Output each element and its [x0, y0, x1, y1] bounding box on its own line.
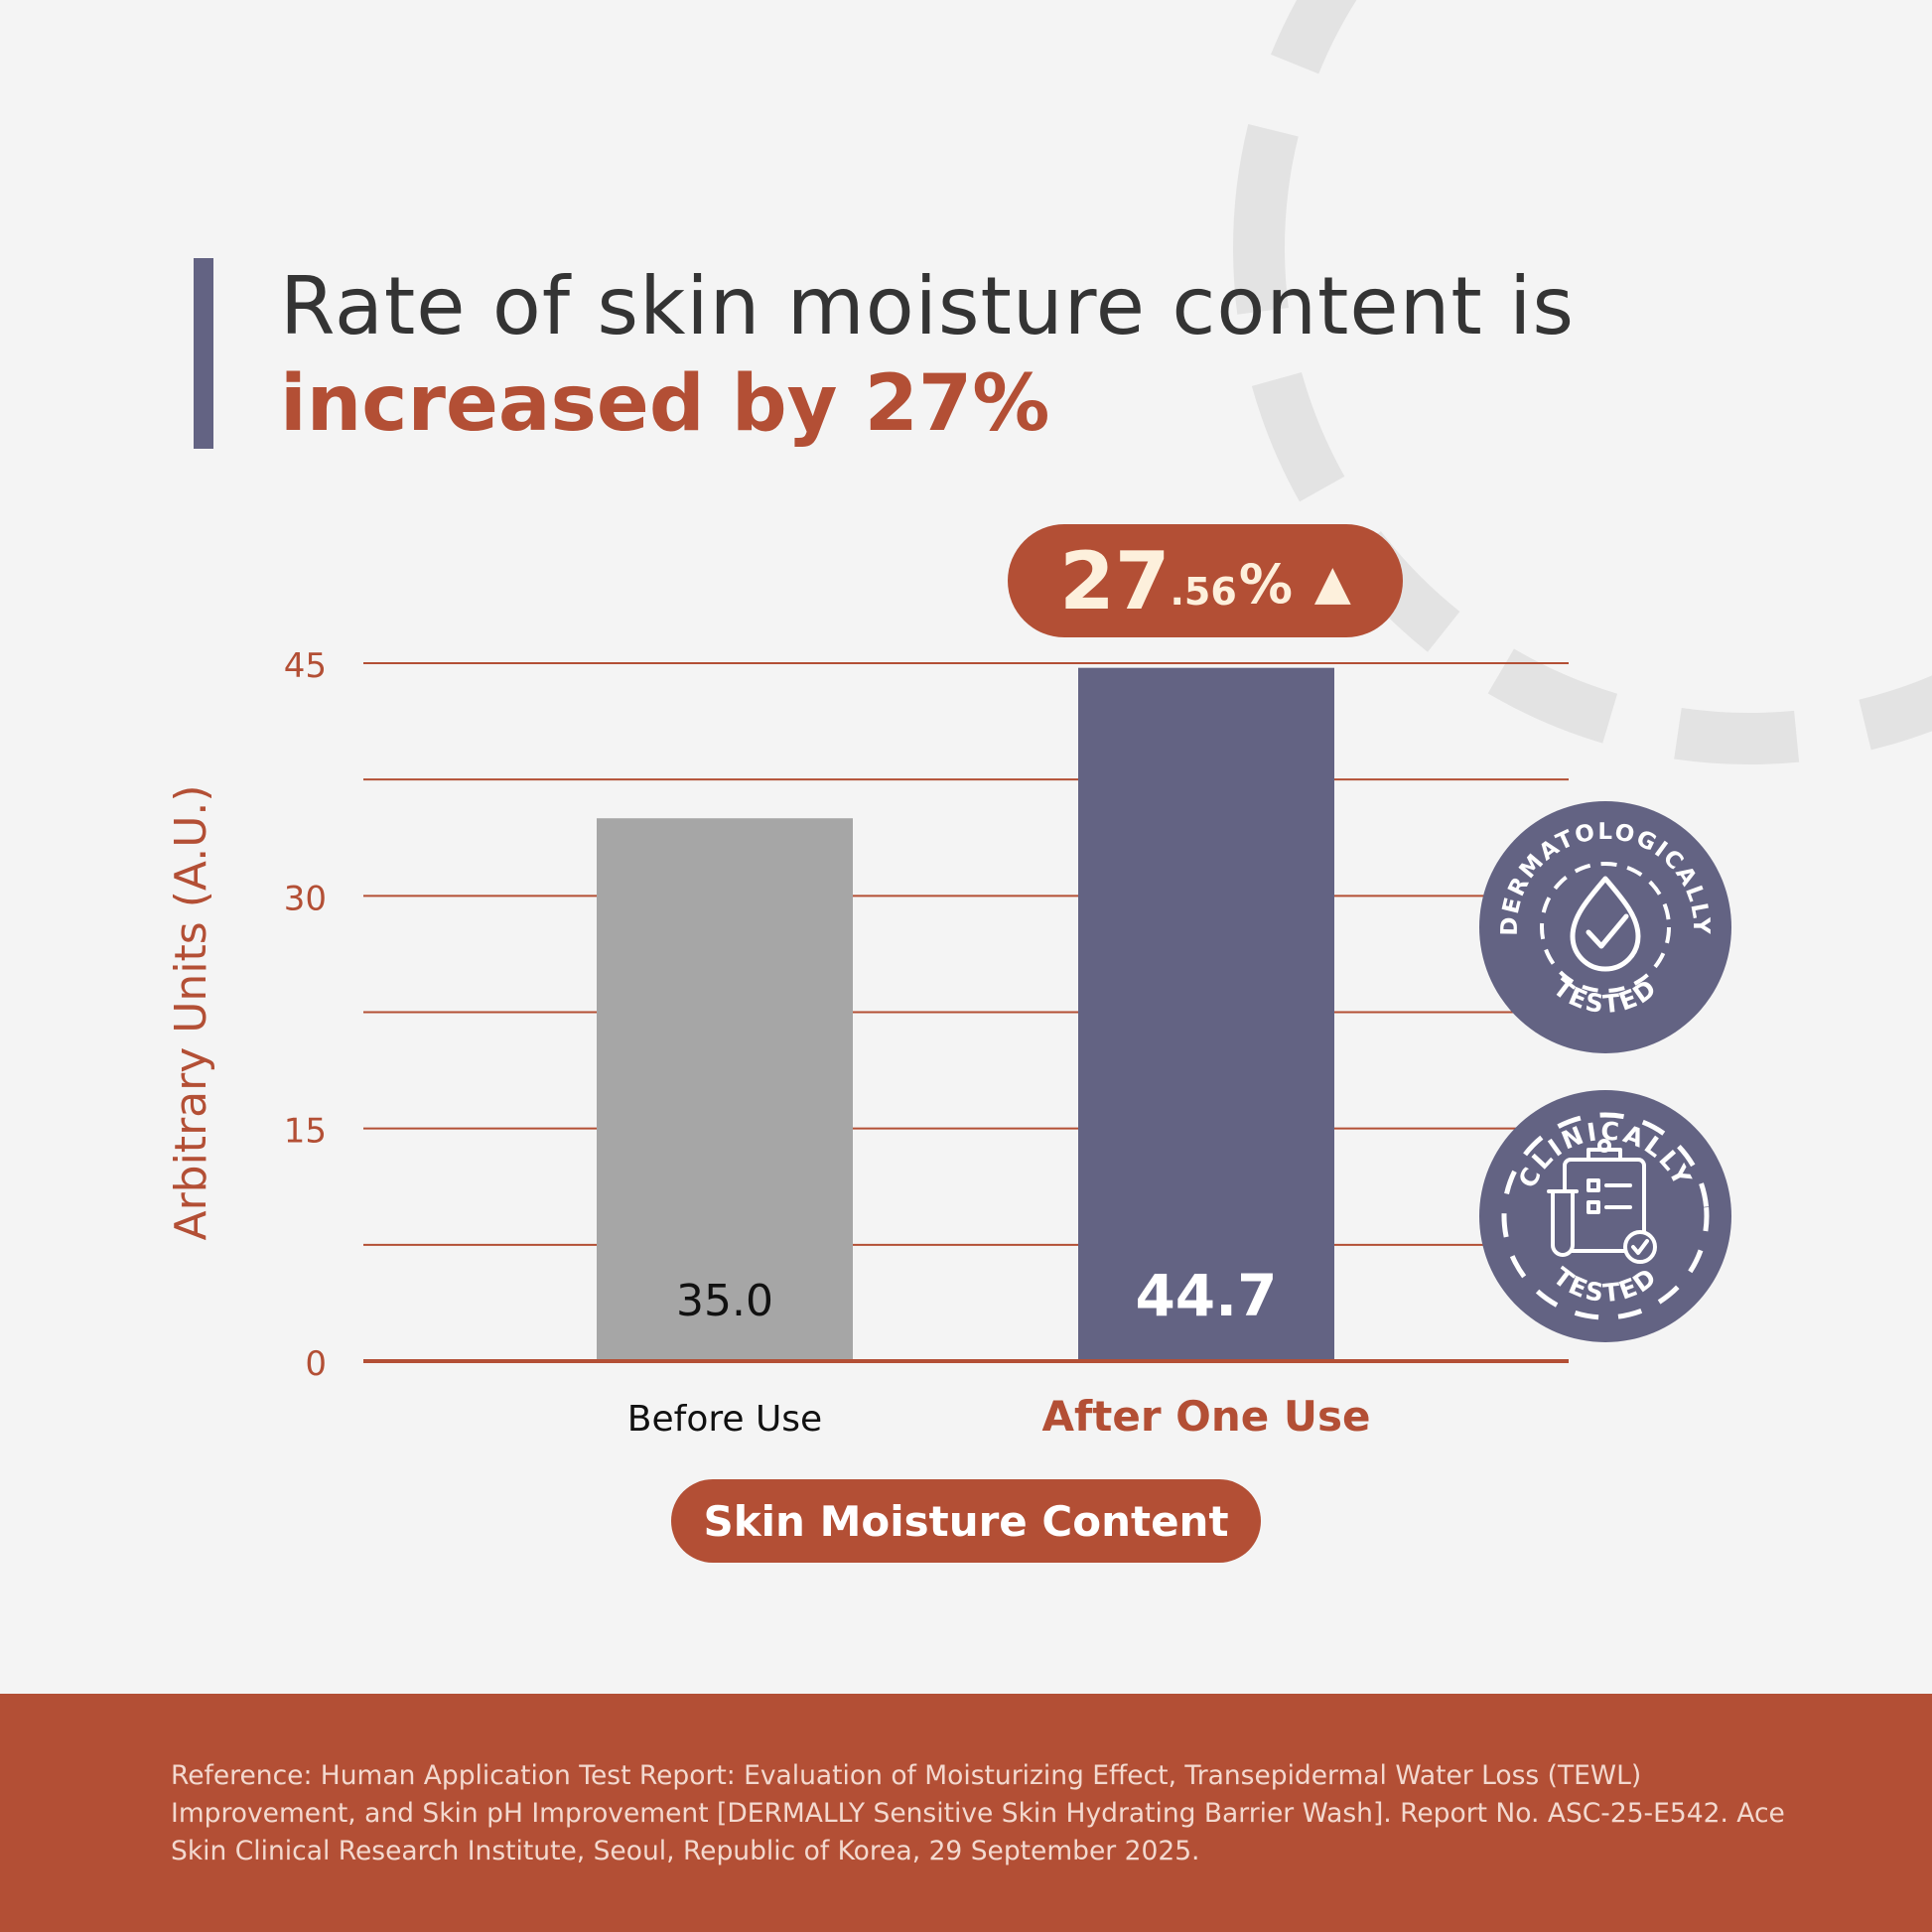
chart-axes: 0 15 30 45 Before Use After One Use [284, 646, 1569, 1441]
droplet-check-icon [1570, 876, 1641, 972]
y-tick-label: 15 [284, 1112, 327, 1152]
y-tick-label: 30 [284, 879, 327, 918]
badge-circle [1479, 801, 1731, 1053]
y-tick-label: 45 [284, 646, 327, 686]
y-axis-label: Arbitrary Units (A.U.) [166, 784, 216, 1240]
title-accent-bar [194, 258, 213, 449]
increase-badge: 27 .56 % ▲ [1008, 524, 1403, 637]
headline-line2: increased by 27% [280, 359, 1050, 449]
clipboard-testtube-icon [1547, 1139, 1657, 1264]
dermatologically-tested-badge: DERMATOLOGICALLY TESTED [1479, 801, 1731, 1053]
clinically-tested-badge: CLINICALLY TESTED [1479, 1090, 1731, 1342]
y-tick-label: 0 [305, 1344, 327, 1384]
increase-decimal: .56 [1170, 570, 1237, 614]
reference-text: Reference: Human Application Test Report… [171, 1760, 1785, 1866]
increase-percent-sign: % [1238, 552, 1293, 616]
bar-value-label: 35.0 [676, 1276, 773, 1326]
bar-value-label: 44.7 [1135, 1262, 1277, 1329]
dashed-ring [1540, 862, 1671, 993]
increase-integer: 27 [1059, 534, 1171, 627]
bar-before-use [597, 818, 853, 1361]
dashed-ring [1501, 1112, 1710, 1320]
bar-after-one-use [1078, 667, 1334, 1361]
reference-footer: Reference: Human Application Test Report… [0, 1694, 1932, 1932]
chart-gridlines [363, 662, 1569, 1246]
badge-circle [1479, 1090, 1731, 1342]
x-category-label: Before Use [627, 1399, 822, 1440]
headline-line1: Rate of skin moisture content is [280, 260, 1576, 352]
x-axis-title-pill: Skin Moisture Content [671, 1479, 1261, 1563]
x-category-label: After One Use [1042, 1392, 1371, 1441]
chart-bars: 35.0 44.7 [597, 667, 1334, 1361]
up-arrow-icon: ▲ [1313, 555, 1351, 611]
